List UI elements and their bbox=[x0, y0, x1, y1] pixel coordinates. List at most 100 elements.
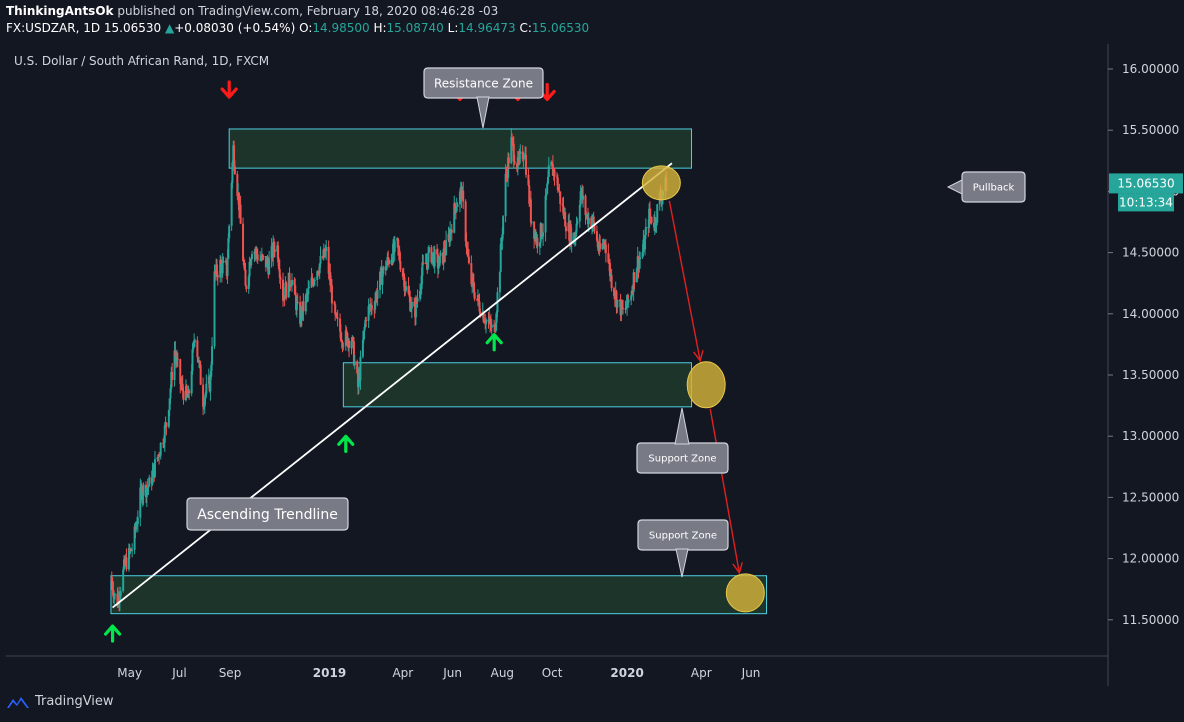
candle-body bbox=[272, 242, 275, 258]
support-zone-lower-label[interactable]: Support Zone bbox=[637, 519, 729, 578]
candle-body bbox=[545, 193, 548, 196]
candle-body bbox=[211, 346, 214, 365]
support-zone-upper[interactable] bbox=[342, 362, 693, 408]
candle-body bbox=[306, 293, 309, 295]
candle-body bbox=[593, 223, 596, 232]
candle-body bbox=[630, 290, 633, 296]
candle-body bbox=[638, 259, 641, 270]
pullback-circle[interactable] bbox=[641, 165, 681, 201]
candle-body bbox=[649, 216, 652, 218]
candle-body bbox=[216, 275, 219, 278]
candle-body bbox=[113, 594, 116, 598]
candle-body bbox=[147, 486, 150, 488]
candle-body bbox=[266, 259, 269, 265]
candle-body bbox=[644, 234, 647, 250]
target-circle[interactable] bbox=[725, 573, 765, 613]
candle-body bbox=[453, 203, 456, 233]
candle-body bbox=[472, 281, 475, 292]
ascending-trendline[interactable] bbox=[112, 162, 673, 609]
candle-body bbox=[348, 340, 351, 349]
candle-body bbox=[559, 191, 562, 204]
candle-body bbox=[339, 318, 342, 332]
candle-body bbox=[176, 358, 179, 360]
candle-body bbox=[285, 282, 288, 298]
candle-body bbox=[608, 262, 611, 277]
candle-body bbox=[397, 246, 400, 251]
candle-body bbox=[278, 269, 281, 278]
candle-body bbox=[511, 139, 514, 144]
candle-body bbox=[308, 286, 311, 289]
candle-body bbox=[136, 523, 139, 526]
candle-body bbox=[165, 422, 168, 427]
candle-body bbox=[290, 285, 293, 287]
candle-body bbox=[578, 205, 581, 222]
candle-body bbox=[436, 249, 439, 255]
support-zone-upper-label[interactable]: Support Zone bbox=[636, 407, 729, 474]
candle-body bbox=[119, 591, 122, 597]
candle-body bbox=[197, 357, 200, 363]
candle-body bbox=[427, 247, 430, 253]
candle-body bbox=[408, 293, 411, 297]
support-zone-lower[interactable] bbox=[110, 575, 768, 615]
candle-body bbox=[227, 238, 230, 259]
candle-body bbox=[364, 319, 367, 327]
candle-body bbox=[575, 223, 578, 233]
candle-body bbox=[317, 271, 320, 274]
author-name[interactable]: ThinkingAntsOk bbox=[6, 4, 114, 18]
candle-body bbox=[510, 137, 513, 164]
candle-body bbox=[542, 232, 545, 237]
candle-body bbox=[181, 383, 184, 392]
candle-body bbox=[556, 177, 559, 190]
candle-body bbox=[324, 251, 327, 256]
candle-body bbox=[498, 272, 501, 293]
candle-body bbox=[410, 308, 413, 311]
candle-body bbox=[596, 240, 599, 248]
candle-body bbox=[344, 330, 347, 346]
candle-body bbox=[202, 384, 205, 407]
candle-body bbox=[416, 298, 419, 302]
candle-body bbox=[462, 190, 465, 202]
candle-body bbox=[247, 276, 250, 289]
candle-body bbox=[414, 298, 417, 318]
candle-body bbox=[409, 296, 412, 311]
candle-body bbox=[221, 262, 224, 274]
candle-body bbox=[169, 388, 172, 399]
candle-body bbox=[587, 217, 590, 225]
countdown-tag-text: 10:13:34 bbox=[1119, 195, 1173, 209]
target-circle[interactable] bbox=[686, 361, 726, 409]
candle-body bbox=[431, 254, 434, 263]
candle-body bbox=[131, 549, 134, 552]
candle-body bbox=[293, 280, 296, 286]
candle-body bbox=[167, 410, 170, 427]
candle-body bbox=[555, 176, 558, 178]
candle-body bbox=[626, 294, 629, 302]
candle-body bbox=[345, 330, 348, 334]
resistance-zone[interactable] bbox=[228, 128, 693, 169]
green-up-arrow-icon bbox=[485, 333, 503, 352]
candle-body bbox=[433, 249, 436, 267]
candle-body bbox=[499, 244, 502, 273]
y-tick-label: 12.50000 bbox=[1122, 490, 1179, 504]
tradingview-logo-icon[interactable] bbox=[6, 695, 30, 709]
candle-body bbox=[547, 176, 550, 184]
candle-body bbox=[541, 236, 544, 238]
candle-body bbox=[193, 340, 196, 343]
candle-body bbox=[553, 169, 556, 177]
candle-body bbox=[304, 295, 307, 312]
price-change: +0.08030 (+0.54%) bbox=[174, 21, 296, 35]
x-tick-label: 2019 bbox=[313, 666, 346, 680]
candle-body bbox=[356, 361, 359, 373]
candle-body bbox=[236, 174, 239, 196]
candle-body bbox=[242, 260, 245, 266]
candle-body bbox=[242, 223, 245, 261]
trendline-label[interactable]: Ascending Trendline bbox=[186, 497, 349, 531]
candle-body bbox=[185, 385, 188, 394]
pullback-label[interactable]: Pullback bbox=[946, 171, 1026, 203]
candle-body bbox=[622, 307, 625, 309]
brand-name[interactable]: TradingView bbox=[35, 694, 114, 709]
resistance-zone-label[interactable]: Resistance Zone bbox=[423, 67, 544, 129]
candle-body bbox=[141, 495, 144, 500]
candle-body bbox=[635, 268, 638, 283]
candle-body bbox=[153, 459, 156, 477]
